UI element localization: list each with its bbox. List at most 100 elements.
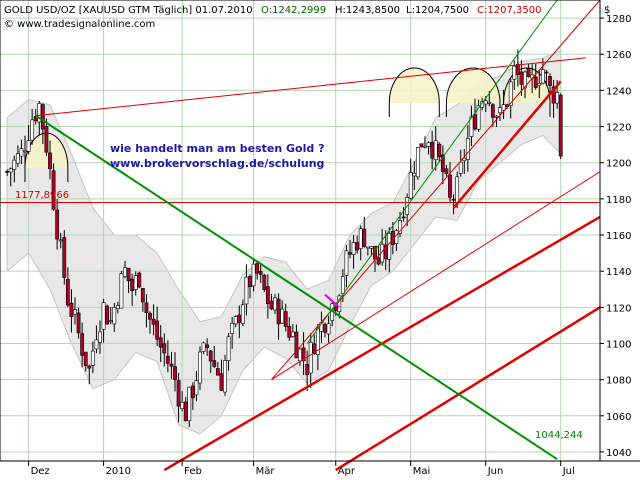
candle-body: [312, 343, 317, 355]
trend-line: [452, 80, 562, 209]
candle-body: [123, 267, 127, 277]
y-tick-label: 1180: [606, 195, 631, 206]
candle-body: [283, 311, 288, 327]
candle-body: [298, 348, 302, 362]
candle-body: [87, 365, 92, 369]
candle-body: [140, 288, 145, 303]
candle-body: [251, 263, 256, 287]
candle-body: [494, 115, 499, 118]
candle-body: [419, 143, 424, 148]
x-tick-label: Mai: [413, 466, 431, 477]
candle-body: [198, 351, 202, 384]
candle-body: [190, 385, 195, 399]
y-tick-label: 1080: [606, 376, 631, 387]
candle-body: [62, 237, 67, 278]
candle-body: [426, 142, 431, 147]
annotation-line-2: www.brokervorschlag.de/schulung: [110, 157, 324, 170]
candle-body: [355, 242, 360, 251]
candle-body: [112, 307, 117, 325]
candle-body: [362, 228, 367, 247]
candle-body: [148, 312, 152, 320]
candle-body: [176, 380, 181, 407]
candle-body: [230, 322, 235, 334]
candle-body: [90, 350, 95, 366]
candle-body: [423, 145, 427, 148]
y-tick-label: 1160: [606, 231, 631, 242]
candle-body: [512, 65, 517, 80]
candle-body: [498, 107, 502, 114]
candle-body: [455, 176, 460, 204]
candle-body: [519, 71, 524, 85]
candle-body: [430, 141, 435, 159]
candle-body: [458, 161, 463, 174]
candle-body: [273, 297, 277, 311]
y-tick-label: 1200: [606, 159, 631, 170]
candle-body: [237, 314, 242, 323]
candle-body: [533, 76, 538, 88]
candle-body: [223, 360, 227, 393]
candle-body: [344, 250, 349, 276]
candle-body: [294, 331, 299, 359]
candle-body: [387, 233, 392, 260]
candle-body: [287, 326, 292, 338]
candle-body: [19, 148, 24, 157]
candle-layer: [5, 49, 563, 428]
candle-body: [55, 209, 60, 240]
candle-body: [258, 271, 263, 275]
candle-body: [526, 68, 531, 77]
candle-body: [215, 368, 220, 376]
y-tick-label: 1260: [606, 50, 631, 61]
candle-body: [94, 339, 99, 350]
candle-body: [376, 257, 381, 265]
y-tick-label: 1220: [606, 123, 631, 134]
candle-body: [290, 331, 295, 337]
candle-body: [76, 312, 81, 334]
high-value: H:1243,8500: [335, 5, 400, 16]
low-value: L:1204,7500: [406, 5, 469, 16]
arc-outline: [503, 67, 551, 118]
candle-body: [69, 302, 74, 317]
marker-line: [324, 293, 340, 309]
candle-body: [383, 244, 388, 260]
level-label: 1177,8966: [15, 190, 69, 201]
candle-body: [540, 69, 545, 84]
trend-line: [35, 114, 558, 461]
candle-body: [401, 216, 406, 219]
x-tick-label: 2010: [106, 466, 131, 477]
arc-outline: [388, 67, 440, 118]
candle-body: [44, 125, 49, 153]
copyright-text: © www.tradesignalonline.com: [4, 19, 155, 30]
candle-body: [183, 401, 188, 422]
candle-body: [48, 152, 52, 170]
candle-body: [269, 300, 274, 310]
candle-body: [137, 272, 142, 288]
x-tick-label: Jun: [487, 466, 504, 477]
x-tick-label: Dez: [31, 466, 50, 477]
candle-body: [108, 320, 113, 323]
open-value: O:1242,2999: [261, 5, 326, 16]
candle-body: [248, 276, 252, 287]
y-axis: 1040 1060 1080 1100 1120 1140 1160 1180 1200 1220…: [600, 14, 631, 459]
candle-body: [301, 347, 306, 362]
candle-body: [240, 304, 245, 324]
candle-body: [326, 323, 331, 335]
candle-body: [169, 363, 174, 367]
y-tick-label: 1100: [606, 339, 631, 350]
candle-body: [265, 286, 270, 304]
candle-body: [5, 171, 10, 173]
y-tick-label: 1060: [606, 412, 631, 423]
candle-body: [305, 364, 310, 376]
candle-body: [537, 83, 542, 86]
candle-body: [212, 360, 217, 367]
x-tick-label: Feb: [184, 466, 202, 477]
candle-body: [12, 159, 17, 170]
candle-body: [523, 71, 527, 89]
candle-body: [551, 86, 556, 104]
y-tick-label: 1120: [606, 303, 631, 314]
candle-body: [219, 373, 224, 391]
candle-body: [544, 71, 549, 74]
candle-body: [130, 278, 135, 291]
candle-body: [165, 355, 170, 364]
candle-body: [473, 114, 477, 130]
candle-body: [8, 168, 13, 173]
